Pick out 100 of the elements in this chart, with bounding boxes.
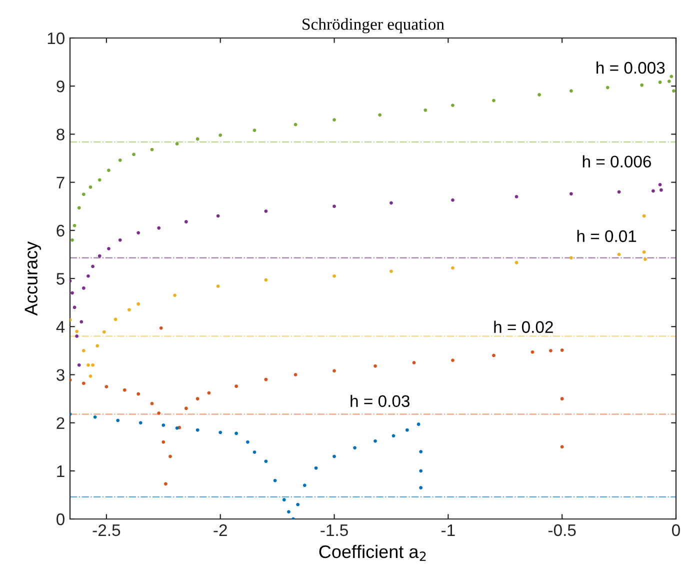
point — [246, 440, 250, 444]
point — [168, 454, 172, 458]
point — [91, 363, 94, 367]
series-label: h = 0.003 — [596, 61, 665, 74]
point — [606, 86, 610, 90]
point — [644, 258, 647, 261]
x-axis-title: Coefficient a$_{2}$ — [319, 544, 426, 561]
series-label: h = 0.01 — [577, 230, 636, 242]
point — [164, 482, 168, 486]
point — [294, 122, 298, 126]
point — [378, 113, 382, 117]
point — [451, 358, 454, 362]
point — [184, 406, 188, 410]
point — [104, 385, 108, 388]
point — [570, 256, 573, 260]
point — [374, 364, 377, 368]
point — [492, 98, 496, 102]
point — [77, 363, 81, 367]
point — [184, 220, 188, 224]
point — [175, 142, 179, 146]
point — [302, 484, 306, 488]
point — [216, 284, 220, 288]
point — [642, 214, 646, 218]
point — [252, 128, 256, 132]
point — [114, 318, 118, 322]
point — [75, 330, 79, 334]
point — [234, 384, 238, 388]
point — [617, 190, 621, 194]
point — [136, 392, 140, 396]
point — [264, 460, 268, 463]
point — [672, 89, 676, 93]
x-tick-label: 0 — [672, 524, 680, 536]
point — [70, 291, 74, 295]
point — [390, 270, 393, 273]
point — [159, 326, 163, 330]
point — [86, 363, 90, 367]
point — [122, 388, 126, 392]
point — [98, 254, 102, 258]
point — [138, 421, 142, 424]
point — [640, 83, 644, 87]
point — [416, 422, 420, 426]
point — [332, 454, 336, 458]
point — [353, 446, 356, 450]
series-label: h = 0.006 — [582, 155, 651, 168]
point — [157, 226, 161, 230]
y-tick-label: 7 — [56, 176, 64, 188]
point — [642, 250, 646, 254]
point — [175, 426, 179, 430]
point — [332, 369, 336, 373]
point — [419, 450, 423, 454]
point — [91, 264, 94, 268]
point — [424, 108, 428, 112]
point — [70, 238, 74, 242]
point — [82, 286, 86, 290]
point — [294, 373, 298, 376]
point — [118, 158, 122, 162]
point — [392, 434, 396, 438]
point — [405, 428, 409, 432]
y-tick-label: 1 — [57, 465, 64, 477]
point — [98, 178, 102, 182]
point — [102, 330, 106, 334]
point — [75, 334, 79, 338]
point — [107, 168, 110, 172]
y-tick-label: 0 — [56, 513, 64, 526]
y-tick-label: 4 — [56, 321, 65, 333]
point — [80, 320, 84, 324]
point — [216, 214, 220, 218]
point — [136, 302, 140, 306]
point — [560, 348, 564, 352]
point — [332, 204, 336, 208]
x-tick-label: -0.5 — [548, 524, 576, 536]
point — [86, 274, 90, 278]
point — [287, 510, 290, 514]
point — [116, 418, 120, 422]
series-label: h = 0.02 — [494, 320, 553, 333]
point — [332, 274, 336, 278]
point — [419, 469, 423, 473]
point — [218, 133, 222, 137]
x-tick-label: -1 — [442, 524, 455, 536]
point — [451, 104, 454, 108]
point — [282, 498, 286, 502]
point — [96, 344, 100, 348]
point — [374, 439, 377, 443]
point — [234, 432, 238, 436]
point — [196, 397, 200, 400]
series-label: h = 0.03 — [350, 394, 410, 408]
x-tick-label: -2.5 — [92, 524, 120, 536]
point — [107, 246, 110, 250]
point — [667, 80, 671, 83]
point — [252, 450, 256, 454]
point — [88, 374, 92, 378]
point — [530, 350, 534, 354]
point — [128, 308, 131, 312]
point — [72, 224, 76, 228]
y-axis-title: Accuracy — [24, 241, 42, 316]
point — [157, 411, 161, 415]
point — [538, 93, 542, 96]
point — [77, 206, 81, 210]
x-tick-label: -1.5 — [320, 524, 348, 536]
point — [570, 192, 573, 196]
